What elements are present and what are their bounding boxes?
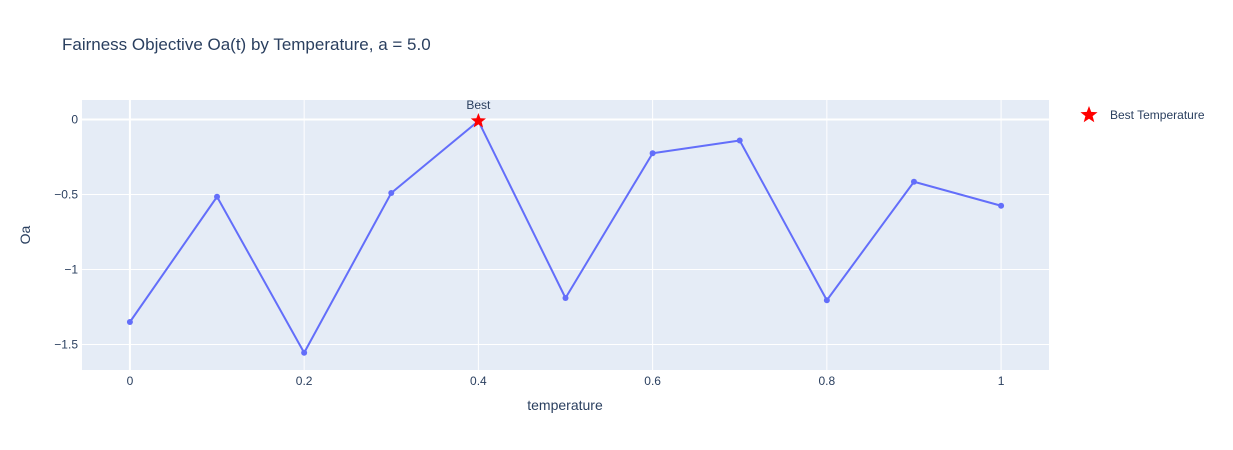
x-tick-label: 0.4	[470, 374, 487, 388]
annotation-layer: Best	[466, 98, 491, 112]
y-tick-label: −1.5	[54, 338, 78, 352]
y-tick-label: −1	[64, 263, 78, 277]
y-tick-label: 0	[71, 113, 78, 127]
x-tick-label: 0	[127, 374, 134, 388]
x-tick-label: 1	[998, 374, 1005, 388]
grid-layer	[82, 100, 1049, 370]
plot-background	[82, 100, 1049, 370]
data-point	[998, 202, 1005, 209]
x-tick-label: 0.8	[819, 374, 836, 388]
data-point	[823, 297, 830, 304]
data-point	[910, 178, 917, 185]
x-axis-title: temperature	[527, 397, 603, 413]
series-layer	[126, 113, 1005, 356]
best-temperature-star	[470, 113, 486, 128]
y-axis-title: Oa	[17, 225, 33, 244]
axis-layer: 0 0.2 0.4 0.6 0.8 1 0 −0.5 −1 −1.5	[54, 113, 1004, 389]
y-tick-label: −0.5	[54, 188, 78, 202]
data-point	[562, 295, 569, 301]
data-point	[214, 193, 221, 200]
data-point	[126, 319, 133, 325]
data-point	[736, 137, 743, 144]
x-tick-label: 0.6	[644, 374, 661, 388]
data-point	[388, 190, 395, 196]
legend-label-best-temperature: Best Temperature	[1110, 108, 1205, 122]
x-tick-label: 0.2	[296, 374, 313, 388]
data-point	[301, 349, 308, 356]
chart-title: Fairness Objective Oa(t) by Temperature,…	[62, 35, 431, 54]
legend[interactable]: Best Temperature	[1080, 106, 1205, 123]
data-point	[649, 150, 656, 157]
best-annotation: Best	[466, 98, 491, 112]
legend-star-icon	[1080, 106, 1098, 123]
